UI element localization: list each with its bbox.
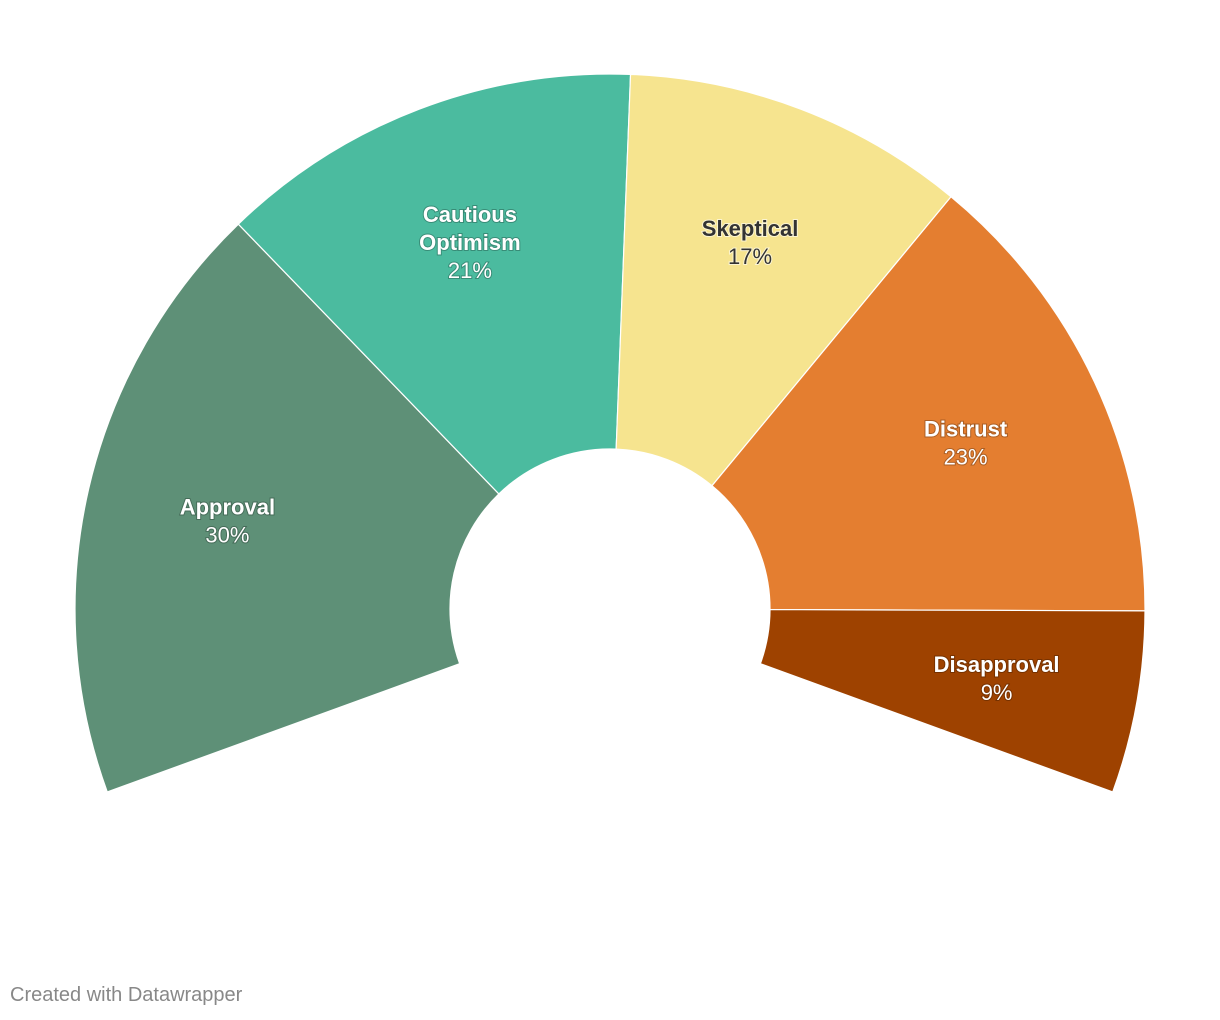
slice-name-cautious-optimism-line-1: Cautious [423,202,517,227]
slice-skeptical[interactable] [615,73,952,487]
slice-name-skeptical: Skeptical [702,216,799,241]
slice-name-approval: Approval [180,495,275,520]
slice-disapproval[interactable] [759,608,1146,793]
slice-value-disapproval: 9% [981,680,1013,705]
footer-credit[interactable]: Created with Datawrapper [10,984,243,1006]
chart-container: Approval 30% Cautious Optimism 21% Skeptical 1… [74,73,1146,793]
slice-label-cautious-optimism: Cautious Optimism 21% [418,201,521,284]
slice-approval[interactable] [74,223,500,793]
slice-label-disapproval: Disapproval 9% [933,651,1061,706]
slice-name-distrust: Distrust [924,416,1008,441]
slice-cautious-optimism[interactable] [237,73,632,495]
slice-name-disapproval: Disapproval [934,652,1060,677]
slice-name-cautious-optimism-line-2: Optimism [419,230,520,255]
slice-label-distrust: Distrust 23% [923,415,1009,470]
labels-layer: Approval 30% Cautious Optimism 21% Skeptical 1… [179,201,1061,706]
semi-donut-chart: Approval 30% Cautious Optimism 21% Skeptical 1… [74,73,1146,793]
slice-label-skeptical: Skeptical 17% [701,215,800,270]
slice-value-cautious-optimism: 21% [448,258,492,283]
slice-distrust[interactable] [711,195,1146,612]
slice-value-approval: 30% [205,523,249,548]
slice-value-skeptical: 17% [728,244,772,269]
slices-layer [74,73,1146,793]
slice-label-approval: Approval 30% [179,494,276,549]
slice-value-distrust: 23% [944,444,988,469]
